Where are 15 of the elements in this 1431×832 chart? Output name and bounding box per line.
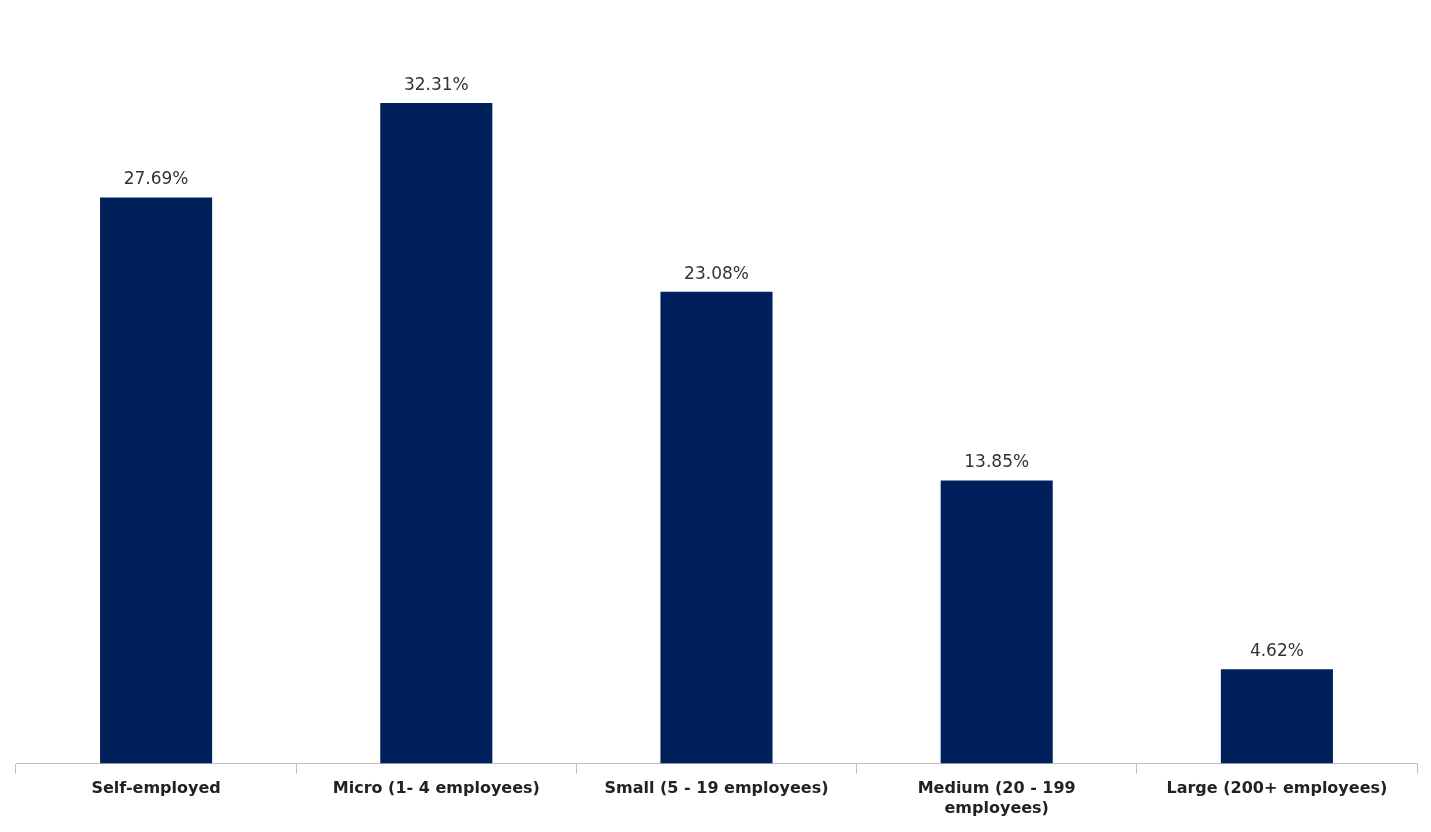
- data-label: 4.62%: [1249, 640, 1304, 661]
- x-tick-label: Micro (1- 4 employees): [332, 778, 540, 798]
- data-label: 13.85%: [964, 451, 1030, 472]
- x-tick-label: Medium (20 - 199 employees): [917, 778, 1076, 817]
- bar: [380, 103, 493, 764]
- data-label: 23.08%: [684, 262, 749, 283]
- bar: [940, 480, 1053, 764]
- bar: [1220, 669, 1333, 764]
- data-label: 32.31%: [403, 73, 469, 94]
- bar: [100, 197, 213, 764]
- x-tick-label: Large (200+ employees): [1166, 778, 1388, 798]
- bar: [660, 291, 773, 764]
- data-label: 27.69%: [123, 168, 189, 189]
- x-tick-label: Small (5 - 19 employees): [604, 778, 829, 798]
- x-tick-label: Self-employed: [91, 778, 221, 798]
